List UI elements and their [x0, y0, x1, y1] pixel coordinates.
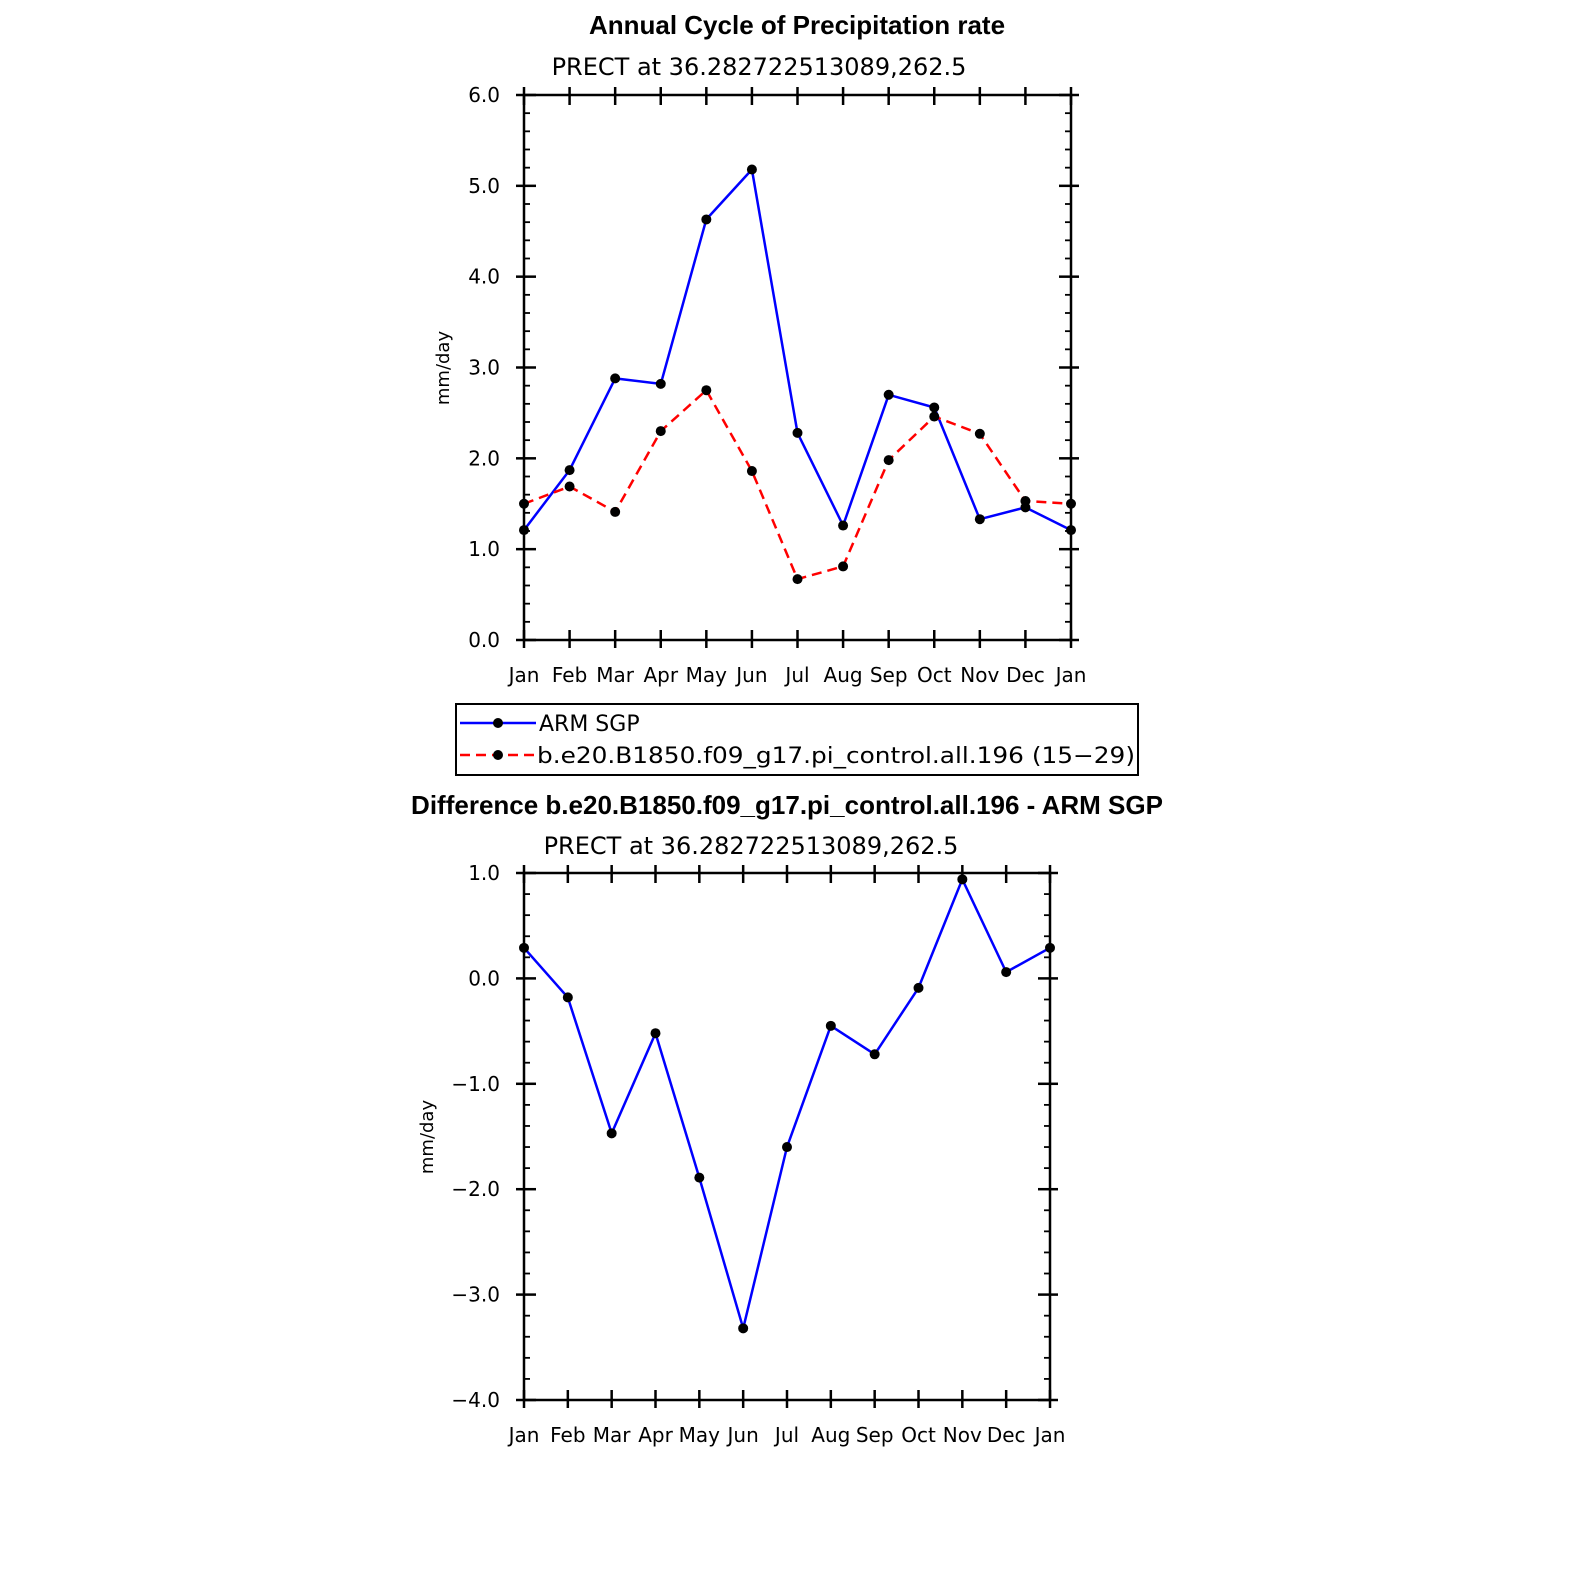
legend-entry-model: b.e20.B1850.f09_g17.pi_control.all.196 (…	[460, 744, 1135, 769]
bottom-y-tick-label: −4.0	[451, 1388, 500, 1412]
bottom-plot-frame	[522, 871, 1052, 1402]
top-series-1-point	[838, 561, 849, 572]
bottom-x-tick-label: Jan	[1033, 1423, 1066, 1447]
bottom-series-0-point	[869, 1049, 880, 1060]
bottom-series-0-line	[523, 878, 1051, 1330]
bottom-series-0-point	[650, 1028, 661, 1039]
top-y-tick-label: 2.0	[468, 446, 500, 470]
bottom-x-tick-label: Dec	[987, 1423, 1026, 1447]
bottom-series-0-point	[519, 942, 529, 953]
top-y-tick-label: 4.0	[468, 265, 500, 289]
top-series-0-point	[746, 164, 757, 175]
top-plot-frame	[522, 93, 1073, 642]
legend-entry-arm-sgp: ARM SGP	[460, 712, 640, 737]
top-series-1-point	[929, 411, 940, 422]
top-x-tick-label: Feb	[552, 663, 587, 687]
top-y-axis-label: mm/day	[433, 331, 454, 406]
bottom-series-0-point	[1001, 967, 1012, 978]
top-series-1-point	[701, 385, 712, 396]
top-series-0-point	[974, 514, 985, 525]
bottom-series-0-point	[606, 1128, 617, 1139]
top-series-1-line	[523, 388, 1072, 581]
bottom-x-tick-label: Jun	[726, 1423, 759, 1447]
top-x-tick-label: Mar	[596, 663, 635, 687]
bottom-x-tick-label: Jan	[507, 1423, 540, 1447]
bottom-series-0-point	[957, 874, 968, 885]
top-x-tick-label: Nov	[960, 663, 999, 687]
bottom-series-0-point	[825, 1020, 836, 1031]
top-x-tick-label: Jan	[507, 663, 540, 687]
top-series-1-point	[883, 455, 894, 466]
top-y-tick-label: 6.0	[468, 83, 500, 107]
top-y-tick-label: 0.0	[468, 628, 500, 652]
bottom-series-0-point	[782, 1142, 792, 1153]
top-series-1-point	[655, 426, 666, 437]
bottom-x-tick-label: Nov	[943, 1423, 982, 1447]
bottom-x-tick-label: Apr	[638, 1423, 673, 1447]
bottom-x-tick-label: May	[679, 1423, 721, 1447]
top-x-tick-label: Jul	[783, 663, 809, 687]
legend-label-arm-sgp: ARM SGP	[539, 712, 640, 737]
bottom-series-0-point	[1045, 942, 1055, 953]
bottom-x-tick-label: Oct	[901, 1423, 936, 1447]
top-x-tick-label: Sep	[870, 663, 908, 687]
top-series-0-point	[701, 214, 712, 225]
top-y-tick-label: 1.0	[468, 537, 500, 561]
top-chart-title: Annual Cycle of Precipitation rate	[589, 10, 1005, 40]
legend: ARM SGP b.e20.B1850.f09_g17.pi_control.a…	[455, 703, 1139, 776]
top-series-0-point	[838, 520, 849, 531]
bottom-x-tick-label: Jul	[773, 1423, 799, 1447]
top-series-1-point	[792, 574, 803, 585]
top-series-1-point	[564, 481, 575, 492]
legend-marker-model	[493, 750, 503, 760]
top-series-0-point	[883, 389, 894, 400]
top-x-tick-label: Jun	[734, 663, 767, 687]
legend-label-model: b.e20.B1850.f09_g17.pi_control.all.196 (…	[537, 744, 1135, 769]
bottom-y-tick-label: 1.0	[468, 861, 500, 885]
top-y-tick-label: 5.0	[468, 174, 500, 198]
top-x-tick-label: Aug	[824, 663, 863, 687]
top-chart-subtitle: PRECT at 36.282722513089,262.5	[552, 53, 967, 81]
bottom-series-0-point	[738, 1323, 749, 1334]
bottom-y-tick-label: −3.0	[451, 1283, 500, 1307]
top-series-0-point	[564, 465, 575, 476]
top-x-tick-label: May	[686, 663, 728, 687]
bottom-y-axis-label: mm/day	[417, 1100, 438, 1175]
bottom-x-tick-label: Mar	[593, 1423, 632, 1447]
top-y-tick-label: 3.0	[468, 356, 500, 380]
top-series-0-point	[792, 427, 803, 438]
legend-marker-arm-sgp	[493, 718, 503, 728]
top-series-0-point	[610, 373, 621, 384]
bottom-chart-subtitle: PRECT at 36.282722513089,262.5	[544, 832, 959, 860]
top-series-1-point	[746, 466, 757, 477]
top-series-1-point	[1066, 498, 1076, 509]
top-series-0-point	[655, 378, 666, 389]
top-x-tick-label: Oct	[917, 663, 952, 687]
bottom-y-tick-label: 0.0	[468, 966, 500, 990]
top-series-1-point	[974, 428, 985, 439]
bottom-x-tick-label: Sep	[856, 1423, 894, 1447]
top-series-1-point	[610, 506, 621, 517]
top-series-1-point	[519, 498, 529, 509]
bottom-chart-title: Difference b.e20.B1850.f09_g17.pi_contro…	[411, 790, 1163, 820]
top-chart-plot: Jan Feb Mar Apr May Jun Jul Aug Sep Oct Nov Dec Jan 0…	[468, 83, 1086, 687]
bottom-x-tick-label: Aug	[811, 1423, 850, 1447]
bottom-series-0-point	[913, 982, 924, 993]
top-series-1-point	[1020, 496, 1031, 507]
top-series-0-line	[523, 168, 1072, 532]
top-series-0-point	[1066, 525, 1076, 536]
bottom-x-tick-label: Feb	[550, 1423, 585, 1447]
top-x-tick-label: Jan	[1054, 663, 1087, 687]
top-series-0-point	[519, 525, 529, 536]
legend-box	[455, 703, 1139, 776]
bottom-y-tick-label: −2.0	[451, 1177, 500, 1201]
bottom-y-tick-label: −1.0	[451, 1072, 500, 1096]
bottom-chart-plot: Jan Feb Mar Apr May Jun Jul Aug Sep Oct Nov Dec Jan−…	[451, 861, 1065, 1447]
top-x-tick-label: Apr	[643, 663, 678, 687]
top-x-tick-label: Dec	[1006, 663, 1045, 687]
bottom-series-0-point	[562, 992, 573, 1003]
bottom-series-0-point	[694, 1172, 705, 1183]
top-series-0-point	[929, 402, 940, 413]
